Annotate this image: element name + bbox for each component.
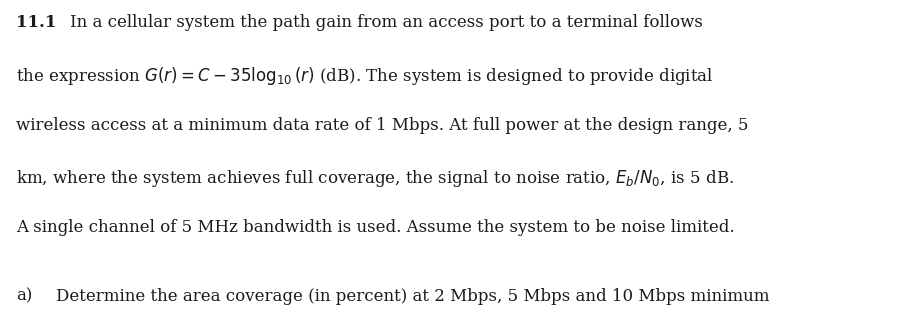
Text: km, where the system achieves full coverage, the signal to noise ratio, $E_b/N_0: km, where the system achieves full cover… bbox=[16, 168, 733, 189]
Text: a): a) bbox=[16, 288, 32, 305]
Text: 11.1: 11.1 bbox=[16, 14, 57, 31]
Text: A single channel of 5 MHz bandwidth is used. Assume the system to be noise limit: A single channel of 5 MHz bandwidth is u… bbox=[16, 219, 734, 236]
Text: In a cellular system the path gain from an access port to a terminal follows: In a cellular system the path gain from … bbox=[69, 14, 702, 31]
Text: the expression $G(r) = C - 35\log_{10}(r)$ (dB). The system is designed to provi: the expression $G(r) = C - 35\log_{10}(r… bbox=[16, 65, 713, 87]
Text: Determine the area coverage (in percent) at 2 Mbps, 5 Mbps and 10 Mbps minimum: Determine the area coverage (in percent)… bbox=[56, 288, 769, 305]
Text: wireless access at a minimum data rate of 1 Mbps. At full power at the design ra: wireless access at a minimum data rate o… bbox=[16, 117, 748, 134]
